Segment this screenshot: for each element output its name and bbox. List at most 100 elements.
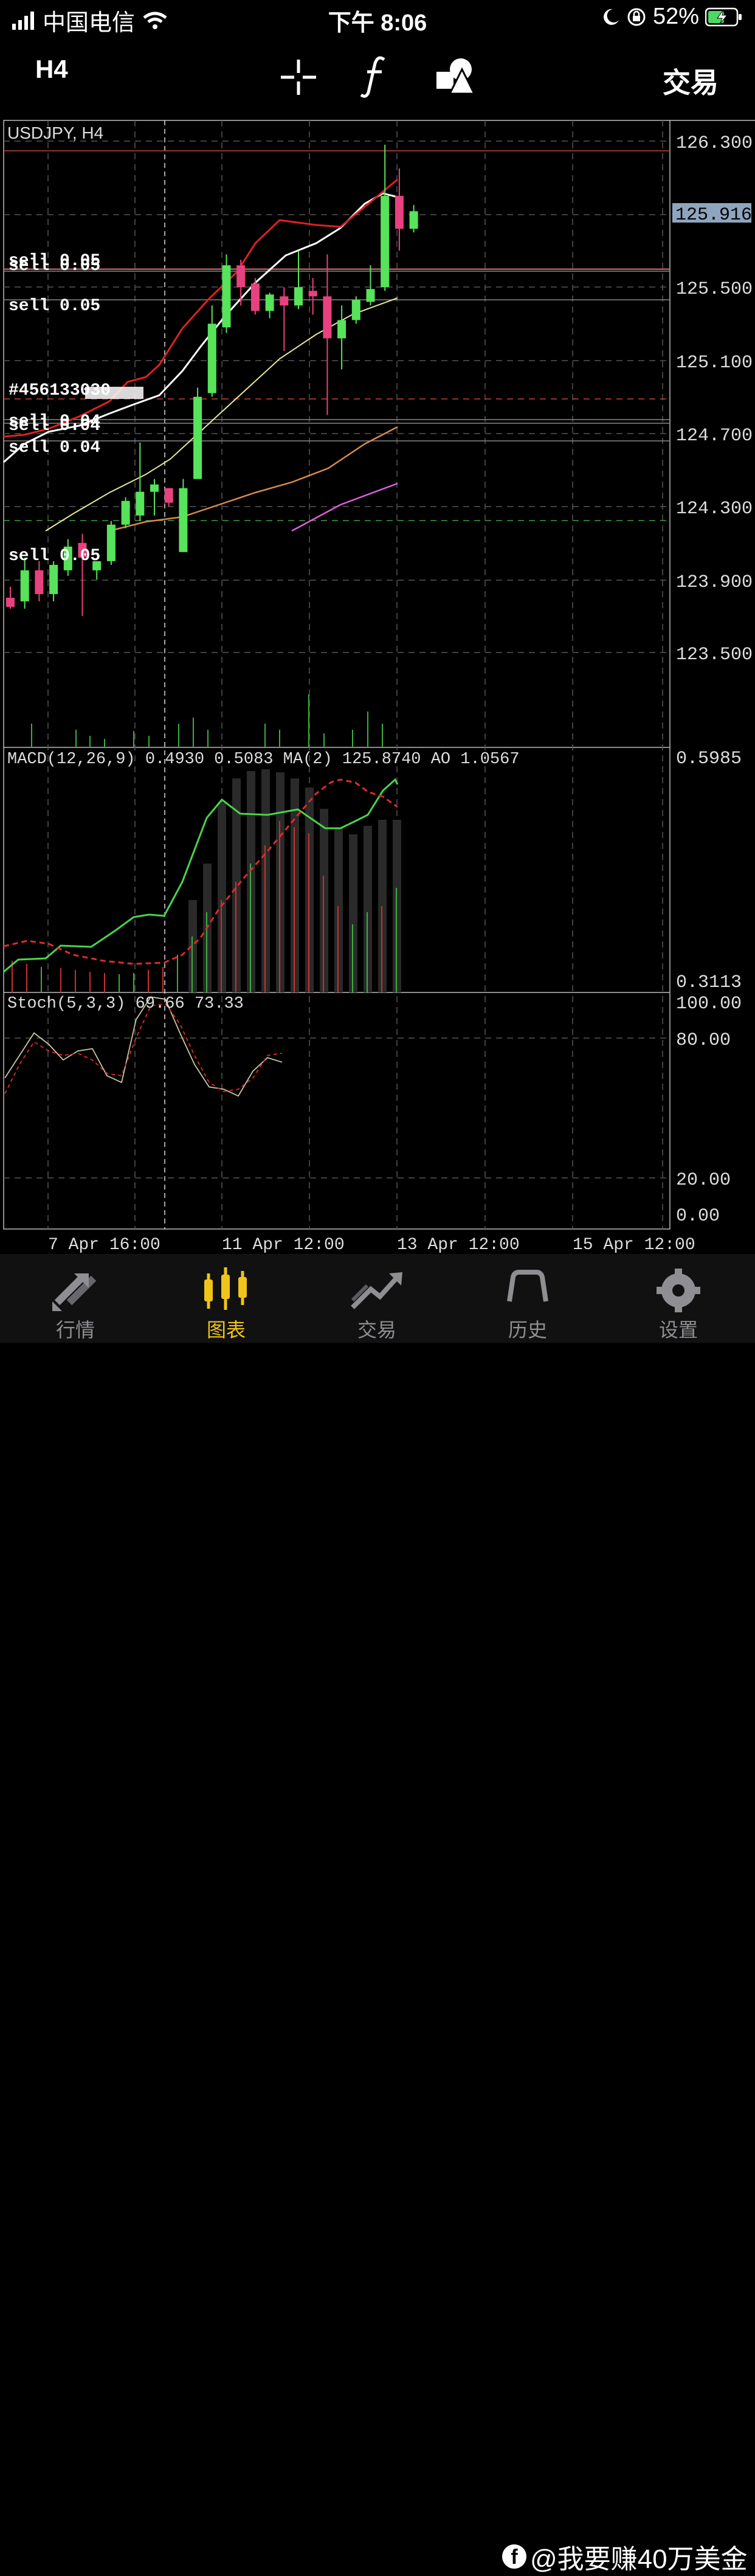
- time-tick: 7 Apr 16:00: [48, 1236, 160, 1254]
- stoch-grid: [4, 1037, 670, 1179]
- time-tick: 13 Apr 12:00: [397, 1236, 520, 1254]
- watermark-text: @我要赚40万美金: [530, 2544, 748, 2574]
- crosshair-icon[interactable]: [278, 57, 319, 97]
- trade-label: sell 0.04: [9, 412, 100, 431]
- ma-orange-line: [109, 426, 398, 532]
- time-tick: 15 Apr 12:00: [573, 1236, 695, 1254]
- trade-label: sell 0.05: [9, 257, 100, 275]
- watermark: f @我要赚40万美金: [502, 2537, 748, 2576]
- price-tick: 124.300: [676, 499, 753, 519]
- trade-labels: sell 0.05 sell 0.05 sell 0.05 #456133030…: [9, 252, 111, 566]
- objects-icon[interactable]: [435, 56, 475, 96]
- candlestick-chart-icon: [204, 1267, 247, 1310]
- trade-button[interactable]: 交易: [663, 67, 719, 99]
- stoch-scale-tick: 0.00: [676, 1206, 720, 1227]
- trade-label: sell 0.04: [9, 438, 100, 457]
- tab-label: 行情: [55, 1319, 95, 1341]
- candle-body: [179, 488, 188, 552]
- candle-body: [136, 491, 145, 516]
- trade-label: sell 0.05: [9, 297, 100, 316]
- candle-body: [381, 196, 390, 288]
- facebook-icon: f: [502, 2544, 526, 2569]
- candlestick-series: [6, 145, 418, 616]
- trade-label: sell 0.04: [9, 417, 100, 435]
- candle-body: [20, 570, 29, 601]
- candle-body: [323, 296, 332, 339]
- candle-body: [49, 564, 58, 594]
- battery-charging-icon: [705, 7, 742, 26]
- candle-body: [6, 597, 15, 607]
- tab-chart[interactable]: 图表: [151, 1254, 302, 1343]
- trade-label: sell 0.05: [9, 252, 100, 271]
- time-axis: 7 Apr 16:00 11 Apr 12:00 13 Apr 12:00 15…: [48, 1236, 695, 1254]
- chart-area[interactable]: 126.300 125.500 125.100 124.700 124.300 …: [0, 116, 755, 1254]
- price-tick: 126.300: [676, 133, 753, 154]
- current-price-box: [672, 203, 751, 223]
- macd-ao-bars: [12, 821, 397, 992]
- macd-signal-line: [3, 778, 398, 965]
- timeframe-button[interactable]: H4: [35, 55, 68, 83]
- candle-body: [308, 291, 317, 297]
- stoch-scale-tick: 80.00: [676, 1030, 731, 1051]
- ma-pink-line: [291, 482, 398, 532]
- tab-label: 图表: [206, 1319, 246, 1341]
- stoch-scale-tick: 100.00: [676, 994, 742, 1014]
- clock: 下午 8:06: [328, 10, 427, 36]
- candle-body: [106, 524, 115, 561]
- current-price-label: 125.916: [675, 205, 752, 226]
- battery-percent: 52%: [652, 4, 699, 29]
- signal-icon: [12, 11, 34, 30]
- price-tick: 125.100: [676, 353, 753, 373]
- candle-body: [236, 265, 246, 288]
- status-left: 中国电信: [12, 4, 168, 37]
- price-tick: 125.500: [676, 279, 753, 300]
- candle-body: [35, 570, 44, 594]
- candle-body: [294, 287, 303, 306]
- tab-settings[interactable]: 设置: [603, 1254, 754, 1343]
- candle-body: [265, 294, 274, 311]
- candle-body: [409, 211, 418, 229]
- moon-icon: [603, 9, 619, 25]
- trade-level-lines: [4, 150, 670, 521]
- candle-body: [63, 546, 72, 570]
- quotes-arrows-icon: [52, 1273, 97, 1311]
- candle-body: [78, 542, 87, 558]
- stoch-d-line: [4, 1003, 283, 1094]
- tab-label: 历史: [508, 1319, 547, 1341]
- rotation-lock-icon: [627, 8, 646, 26]
- carrier-name: 中国电信: [43, 10, 136, 36]
- candle-body: [222, 265, 231, 328]
- price-tick: 123.900: [676, 572, 753, 593]
- candle-body: [150, 484, 159, 492]
- tab-history[interactable]: 历史: [452, 1254, 603, 1343]
- trade-trend-icon: [351, 1272, 402, 1309]
- price-tick: 124.700: [676, 426, 753, 446]
- candle-body: [92, 561, 102, 570]
- time-tick: 11 Apr 12:00: [222, 1236, 345, 1254]
- macd-scale-max: 0.5985: [676, 749, 742, 769]
- function-icon[interactable]: [360, 55, 390, 99]
- stoch-k-line: [4, 996, 283, 1097]
- candle-body: [337, 320, 346, 339]
- tab-label: 设置: [658, 1319, 698, 1341]
- ma-fast-red-line: [3, 178, 398, 438]
- chart-border: [3, 120, 671, 1230]
- history-icon: [507, 1270, 548, 1302]
- tab-quotes[interactable]: 行情: [0, 1254, 151, 1343]
- ticket-label-overlap: [85, 387, 143, 399]
- price-axis: 126.300 125.500 125.100 124.700 124.300 …: [676, 133, 753, 665]
- gear-icon: [657, 1269, 700, 1312]
- candle-body: [121, 500, 130, 525]
- stoch-scale-tick: 20.00: [676, 1170, 731, 1191]
- candle-body: [395, 196, 404, 229]
- candle-body: [351, 300, 360, 320]
- tab-trade[interactable]: 交易: [302, 1254, 452, 1343]
- wifi-icon: [143, 12, 167, 29]
- trade-label: sell 0.05: [9, 547, 100, 566]
- bottom-tab-bar: 行情 图表 交易 历史: [0, 1254, 755, 2574]
- candle-body: [193, 396, 202, 479]
- tab-label: 交易: [357, 1319, 396, 1341]
- candle-body: [207, 324, 216, 393]
- candle-body: [366, 289, 375, 302]
- macd-line: [3, 778, 399, 973]
